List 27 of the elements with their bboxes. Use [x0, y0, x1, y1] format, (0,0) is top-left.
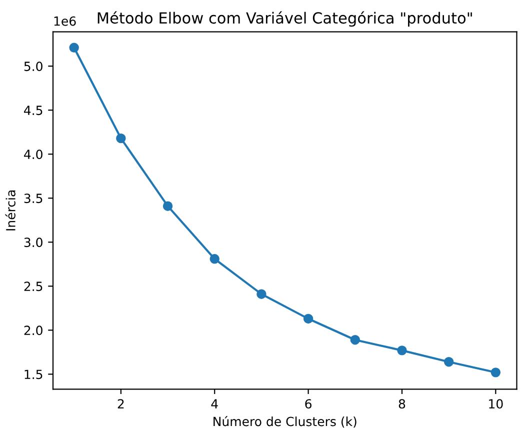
- x-axis-title: Número de Clusters (k): [214, 416, 356, 428]
- point: [350, 335, 360, 345]
- x-tick-label: 4: [211, 399, 218, 408]
- x-tick-label: 8: [398, 399, 406, 409]
- y-tick-label: 2.5: [24, 282, 42, 292]
- y-tick-label: 4.5: [24, 106, 42, 116]
- point: [256, 289, 266, 299]
- y-tick-label: 4.0: [24, 150, 42, 160]
- y-tick-label: 3.0: [24, 238, 42, 248]
- text: 1e6: [54, 16, 76, 26]
- x-tick-label: 2: [118, 399, 124, 408]
- y-tick-label: 5.0: [24, 62, 42, 72]
- y-tick-label: 2.0: [24, 326, 42, 336]
- point: [162, 201, 173, 211]
- y-axis-title: Inércia: [5, 190, 16, 230]
- point: [303, 314, 314, 324]
- point: [397, 346, 407, 356]
- chart-title: Método Elbow com Variável Categórica "produto": [98, 11, 472, 27]
- y-tick-label: 1.5: [24, 370, 42, 380]
- point: [69, 42, 79, 53]
- point: [444, 357, 454, 367]
- x-tick-label: 6: [305, 399, 312, 409]
- x-tick-label: 10: [489, 399, 503, 409]
- point: [210, 254, 220, 264]
- y-tick-label: 3.5: [24, 194, 42, 204]
- point: [116, 133, 126, 144]
- point: [490, 368, 501, 378]
